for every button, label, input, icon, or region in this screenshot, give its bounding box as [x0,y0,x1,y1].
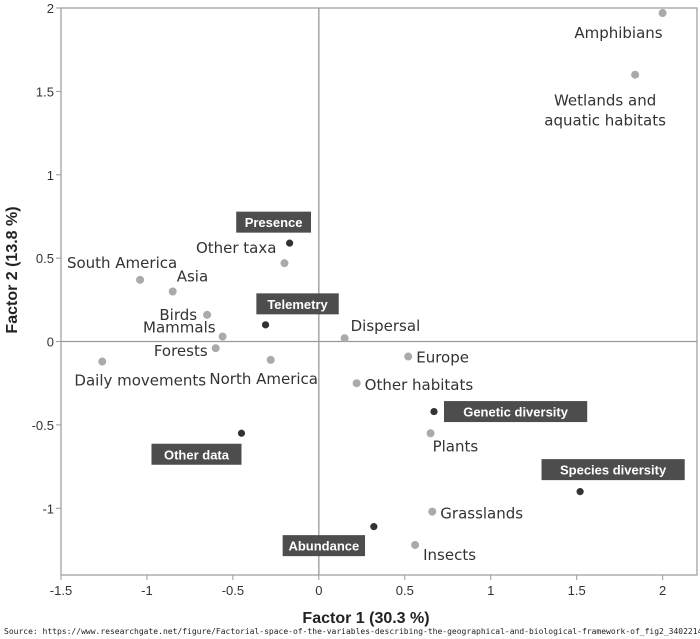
point-label: North America [209,370,318,388]
label-text: Europe [416,349,469,367]
label-text: South America [67,254,177,272]
data-point [426,429,435,438]
label-box [282,535,366,557]
point-label: Abundance [282,535,366,557]
label-box [541,459,685,481]
label-text: Asia [177,268,208,286]
point-label: South America [67,254,177,272]
x-tick-label: 1 [487,583,494,598]
point-label: Mammals [143,319,216,337]
data-point [411,540,420,549]
point-label: Species diversity [541,459,685,481]
tick-labels: -1.5 -1 -0.5 0 0.5 1 1.5 2 -1 -0.5 0 0.5 1 1.5 2 [32,1,667,598]
point-label: Other taxa [196,239,277,257]
label-text: Genetic diversity [463,405,569,420]
data-point [340,334,349,343]
y-tick-label: -1 [42,501,54,516]
label-text: aquatic habitats [544,112,666,130]
label-text: Mammals [143,319,216,337]
y-tick-label: 0.5 [36,251,54,266]
label-text: Other taxa [196,239,277,257]
data-points [98,9,667,549]
data-point [203,310,212,319]
point-label: Forests [154,342,208,360]
data-point [658,9,667,18]
label-text: Grasslands [440,505,523,523]
data-point [404,352,413,361]
point-label: Wetlands and aquatic habitats [544,92,666,130]
data-point [136,275,145,284]
label-text: Forests [154,342,208,360]
data-point [430,407,438,416]
label-text: Telemetry [267,297,328,312]
y-tick-label: -0.5 [32,418,54,433]
point-label: Presence [236,211,312,233]
data-point [261,321,270,329]
point-label: Amphibians [574,24,662,42]
label-text: Abundance [288,539,359,554]
x-tick-label: 0 [315,583,322,598]
y-tick-label: 0 [47,335,54,350]
label-text: Other habitats [365,376,474,394]
data-point [428,507,437,516]
point-label: Daily movements [74,372,206,390]
source-caption: Source: https://www.researchgate.net/fig… [4,627,700,636]
point-label: Insects [423,546,476,564]
point-label: Plants [433,437,479,455]
x-tick-label: -0.5 [222,583,244,598]
point-label: Other data [151,443,242,465]
label-text: Presence [245,215,303,230]
point-label: Genetic diversity [444,401,588,423]
label-text: Species diversity [560,463,667,478]
label-text: Dispersal [351,317,421,335]
point-label: Grasslands [440,505,523,523]
point-label: Europe [416,349,469,367]
data-point [98,357,107,366]
axes [56,7,698,580]
label-text: North America [209,370,318,388]
data-point [168,287,177,296]
x-tick-label: 1.5 [568,583,586,598]
point-label: Telemetry [256,293,339,315]
data-point [280,259,289,268]
label-text: Birds [159,306,197,324]
data-point [237,429,246,437]
plot-frame [60,7,698,576]
point-label: Dispersal [351,317,421,335]
y-tick-label: 1 [47,168,54,183]
data-point [576,488,584,496]
data-point [286,239,294,247]
y-tick-label: 2 [47,1,54,16]
data-point [631,70,640,79]
label-text: Amphibians [574,24,662,42]
x-axis-label: Factor 1 (30.3 %) [302,610,429,627]
data-point [211,344,220,353]
label-text: Plants [433,437,479,455]
point-labels: Amphibians Wetlands and aquatic habitats Pr… [67,24,685,564]
label-box [256,293,339,315]
data-point [266,355,275,364]
label-text: Wetlands and [554,92,656,110]
data-point [352,379,361,388]
point-label: Birds [159,306,197,324]
label-text: Other data [164,447,230,462]
label-box [444,401,588,423]
label-box [151,443,242,465]
label-box [236,211,312,233]
x-tick-label: 2 [659,583,666,598]
data-point [218,332,227,341]
y-axis-label: Factor 2 (13.8 %) [4,206,21,333]
label-text: Daily movements [74,372,206,390]
x-tick-label: 0.5 [396,583,414,598]
point-label: Other habitats [365,376,474,394]
x-tick-label: -1.5 [50,583,72,598]
point-label: Asia [177,268,208,286]
label-text: Insects [423,546,476,564]
data-point [370,523,378,531]
x-tick-label: -1 [141,583,153,598]
y-tick-label: 1.5 [36,84,54,99]
